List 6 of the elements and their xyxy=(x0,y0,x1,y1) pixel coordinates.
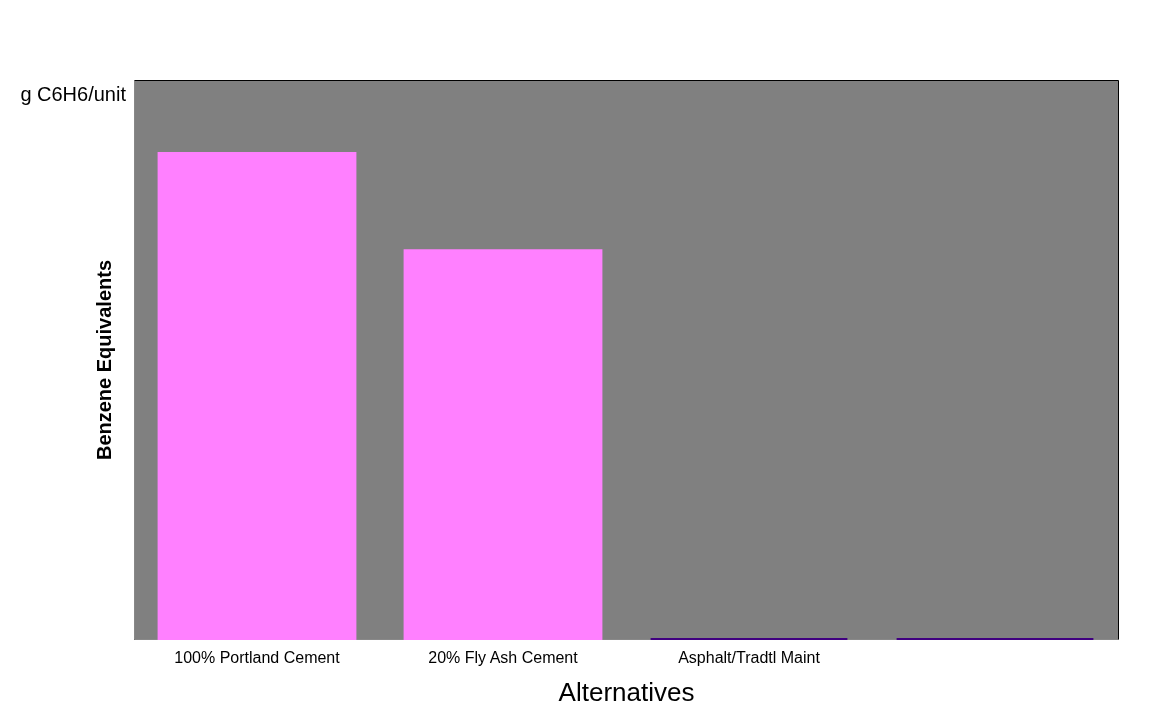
x-tick-label: Asphalt/Tradtl Maint xyxy=(678,648,821,666)
x-tick-label: 100% Portland Cement xyxy=(174,648,341,666)
x-tick-label: 20% Fly Ash Cement xyxy=(428,648,579,666)
x-axis-title: Alternatives xyxy=(558,676,695,707)
text: g C6H6/unit xyxy=(20,83,127,105)
y-axis-title: Benzene Equivalents xyxy=(92,259,115,461)
